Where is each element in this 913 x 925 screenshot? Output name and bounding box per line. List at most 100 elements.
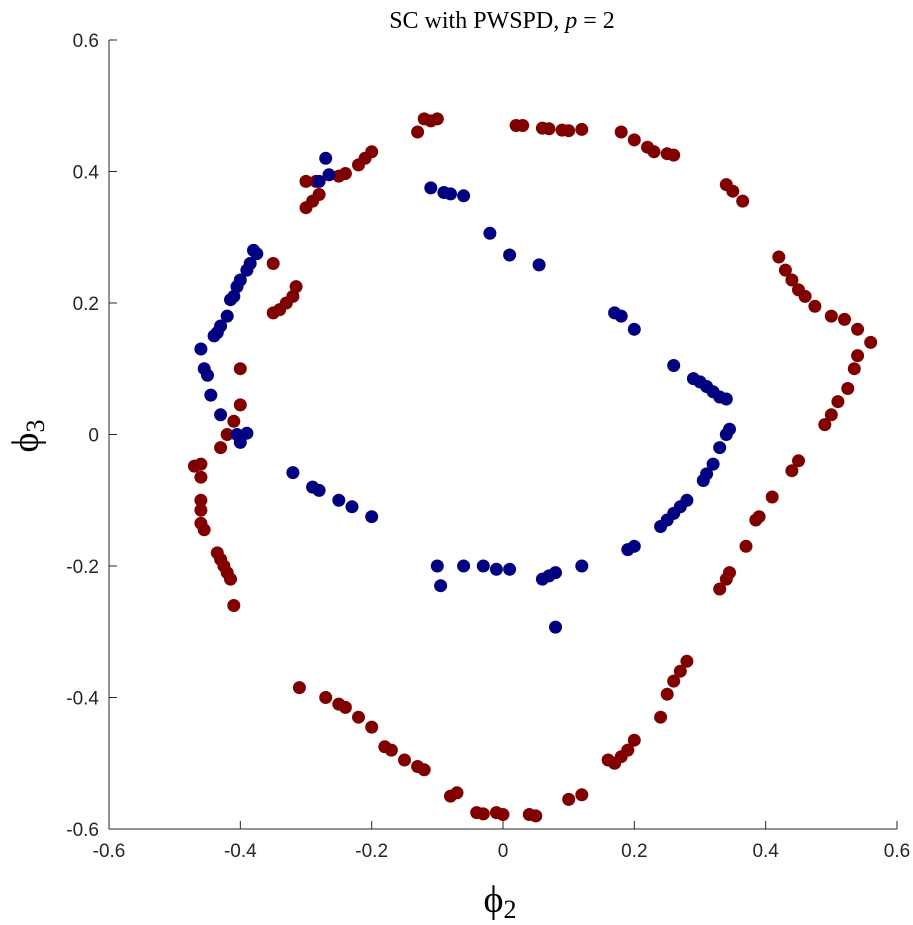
data-point-red (529, 809, 543, 823)
data-point-red (627, 133, 641, 147)
data-point-red (338, 700, 352, 714)
y-tick-label: -0.6 (66, 820, 99, 841)
data-point-red (851, 349, 865, 363)
data-point-red (289, 280, 303, 294)
data-point-red (299, 201, 313, 215)
data-point-red (352, 158, 365, 172)
data-point-red (654, 710, 668, 724)
data-point-red (224, 572, 237, 586)
data-point-red (847, 362, 861, 376)
data-point-blue (250, 247, 264, 261)
data-point-blue (424, 181, 438, 195)
data-point-red (352, 710, 365, 724)
data-point-blue (503, 248, 517, 262)
data-point-red (739, 539, 753, 553)
data-point-blue (207, 329, 221, 343)
x-axis-label: ϕ2 (483, 879, 516, 920)
data-point-red (841, 382, 855, 395)
data-point-blue (430, 559, 444, 573)
data-point-red (266, 257, 280, 270)
data-point-red (798, 289, 812, 303)
data-point-red (713, 582, 727, 596)
chart-title: SC with PWSPD, p = 2 (389, 8, 615, 34)
data-point-blue (535, 572, 549, 586)
data-point-blue (503, 562, 517, 576)
data-point-red (601, 753, 615, 767)
x-tick-label: 0.6 (884, 841, 910, 862)
data-point-red (562, 792, 576, 806)
data-point-blue (230, 280, 244, 294)
data-point-red (220, 428, 234, 441)
y-tick-label: -0.4 (66, 689, 99, 710)
data-point-red (719, 572, 733, 586)
data-point-blue (240, 263, 254, 277)
data-point-blue (549, 620, 562, 634)
data-point-blue (476, 559, 490, 573)
data-point-red (233, 362, 247, 376)
data-point-red (772, 250, 786, 264)
data-point-red (332, 169, 346, 183)
data-points (187, 112, 878, 823)
data-point-red (680, 654, 694, 668)
data-point-red (266, 306, 280, 320)
data-point-red (516, 119, 530, 132)
data-point-red (808, 299, 822, 313)
data-point-blue (489, 562, 503, 576)
data-point-red (476, 807, 490, 821)
y-tick-label: 0.6 (73, 31, 99, 52)
data-point-blue (457, 559, 471, 573)
data-point-red (575, 122, 589, 136)
data-point-blue (719, 392, 733, 406)
data-point-red (667, 148, 681, 162)
x-tick-label: -0.4 (224, 841, 257, 862)
data-point-red (785, 273, 799, 287)
data-point-blue (667, 359, 681, 372)
data-point-red (233, 398, 247, 412)
data-point-blue (719, 428, 733, 441)
data-point-red (818, 418, 832, 432)
data-point-blue (240, 426, 254, 440)
data-point-red (194, 503, 208, 517)
data-point-red (292, 681, 306, 695)
data-point-red (214, 441, 228, 455)
data-point-blue (220, 309, 234, 323)
data-point-blue (434, 579, 448, 593)
x-tick-label: -0.6 (93, 841, 126, 862)
data-point-red (187, 459, 201, 473)
y-tick-label: -0.2 (66, 557, 99, 578)
data-point-red (824, 408, 838, 422)
data-point-red (864, 335, 878, 349)
data-point-blue (696, 474, 710, 487)
x-tick-label: 0.4 (752, 841, 779, 862)
data-point-blue (312, 174, 326, 188)
data-point-red (765, 490, 779, 504)
data-point-red (542, 122, 556, 136)
data-point-blue (575, 559, 589, 573)
data-point-blue (457, 189, 471, 203)
data-point-blue (322, 168, 336, 182)
data-point-red (726, 184, 740, 198)
data-point-blue (214, 408, 228, 422)
data-point-blue (532, 258, 546, 272)
data-point-blue (345, 500, 359, 514)
data-point-blue (654, 520, 668, 533)
data-point-red (411, 125, 425, 139)
data-point-red (398, 753, 411, 767)
data-point-blue (194, 342, 208, 356)
data-point-red (673, 664, 687, 678)
data-point-red (299, 174, 313, 188)
data-point-red (660, 687, 674, 701)
data-point-red (450, 786, 464, 800)
data-point-red (749, 513, 763, 527)
data-point-red (417, 763, 431, 777)
data-point-red (227, 414, 241, 428)
data-point-blue (444, 187, 457, 201)
data-point-red (736, 194, 750, 208)
data-point-red (384, 743, 398, 757)
data-point-blue (201, 368, 214, 382)
data-point-red (627, 733, 641, 747)
y-axis-label: ϕ3 (5, 419, 50, 452)
data-point-blue (332, 493, 346, 507)
